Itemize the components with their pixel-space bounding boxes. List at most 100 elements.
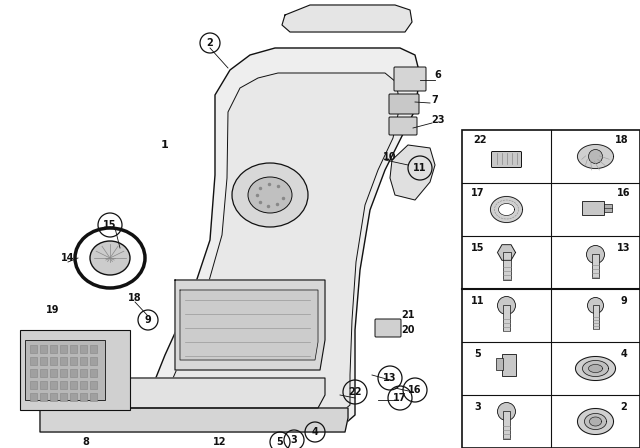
Text: 8: 8 — [83, 437, 90, 447]
Polygon shape — [497, 245, 515, 260]
Text: 2: 2 — [621, 402, 627, 412]
Text: 20: 20 — [401, 325, 415, 335]
Bar — [60, 345, 67, 353]
Bar — [30, 369, 37, 377]
Bar — [593, 306, 598, 329]
Polygon shape — [155, 48, 420, 428]
Bar — [40, 357, 47, 365]
Polygon shape — [180, 290, 318, 360]
Text: 10: 10 — [383, 152, 397, 162]
Polygon shape — [499, 203, 515, 215]
Circle shape — [589, 150, 602, 164]
Text: 13: 13 — [383, 373, 397, 383]
Bar — [50, 369, 57, 377]
Text: 7: 7 — [431, 95, 438, 105]
Text: 17: 17 — [471, 188, 484, 198]
Bar — [40, 393, 47, 401]
Text: 18: 18 — [616, 134, 629, 145]
Bar — [80, 369, 87, 377]
Text: 17: 17 — [393, 393, 407, 403]
Circle shape — [497, 297, 515, 314]
Bar — [503, 412, 510, 439]
Polygon shape — [175, 280, 325, 370]
FancyBboxPatch shape — [389, 94, 419, 114]
Text: 5: 5 — [276, 437, 284, 447]
Bar — [80, 393, 87, 401]
Bar — [70, 345, 77, 353]
Bar — [495, 358, 502, 370]
Bar — [70, 381, 77, 389]
Text: 11: 11 — [471, 296, 484, 306]
Bar — [50, 345, 57, 353]
Bar — [582, 202, 604, 215]
Ellipse shape — [248, 177, 292, 213]
Text: 21: 21 — [401, 310, 415, 320]
Bar — [80, 381, 87, 389]
Text: 4: 4 — [621, 349, 627, 359]
Polygon shape — [589, 365, 602, 372]
Polygon shape — [584, 414, 607, 430]
Bar — [90, 393, 97, 401]
Bar — [80, 345, 87, 353]
Text: 18: 18 — [128, 293, 142, 303]
FancyBboxPatch shape — [492, 151, 522, 168]
Bar — [30, 393, 37, 401]
Bar — [70, 369, 77, 377]
Text: 9: 9 — [621, 296, 627, 306]
Polygon shape — [170, 73, 400, 415]
Ellipse shape — [90, 241, 130, 275]
Text: 9: 9 — [145, 315, 152, 325]
FancyBboxPatch shape — [389, 117, 417, 135]
Text: 13: 13 — [617, 243, 631, 253]
Text: 3: 3 — [291, 435, 298, 445]
Polygon shape — [577, 145, 614, 168]
Text: 16: 16 — [408, 385, 422, 395]
Bar — [462, 130, 640, 448]
Bar — [50, 357, 57, 365]
Bar — [70, 393, 77, 401]
Bar — [60, 381, 67, 389]
Text: 23: 23 — [431, 115, 445, 125]
Bar — [30, 357, 37, 365]
Polygon shape — [575, 357, 616, 380]
Polygon shape — [40, 408, 348, 432]
Bar — [40, 345, 47, 353]
Bar — [592, 254, 599, 279]
Text: 14: 14 — [61, 253, 75, 263]
Polygon shape — [390, 145, 435, 200]
Text: 11: 11 — [413, 163, 427, 173]
Circle shape — [588, 297, 604, 314]
Bar — [70, 357, 77, 365]
Bar — [50, 381, 57, 389]
Bar — [503, 306, 510, 332]
Polygon shape — [490, 197, 522, 223]
Bar — [90, 369, 97, 377]
Bar — [80, 357, 87, 365]
Bar — [30, 381, 37, 389]
Text: 15: 15 — [471, 243, 484, 253]
Text: 19: 19 — [46, 305, 60, 315]
Bar — [60, 393, 67, 401]
Bar — [90, 357, 97, 365]
Bar — [30, 345, 37, 353]
Bar — [60, 357, 67, 365]
Bar — [90, 381, 97, 389]
Polygon shape — [62, 378, 325, 408]
Polygon shape — [577, 409, 614, 435]
Circle shape — [497, 402, 515, 421]
Bar — [40, 369, 47, 377]
Bar — [40, 381, 47, 389]
Text: 4: 4 — [312, 427, 318, 437]
Circle shape — [586, 246, 605, 263]
Text: 12: 12 — [213, 437, 227, 447]
Bar — [25, 340, 105, 400]
Bar — [604, 204, 611, 212]
Bar — [90, 345, 97, 353]
Bar — [502, 253, 511, 280]
Text: 22: 22 — [473, 134, 486, 145]
Polygon shape — [282, 5, 412, 32]
Text: 22: 22 — [348, 387, 362, 397]
Bar — [20, 330, 130, 410]
Text: 1: 1 — [161, 140, 169, 150]
Bar — [60, 369, 67, 377]
